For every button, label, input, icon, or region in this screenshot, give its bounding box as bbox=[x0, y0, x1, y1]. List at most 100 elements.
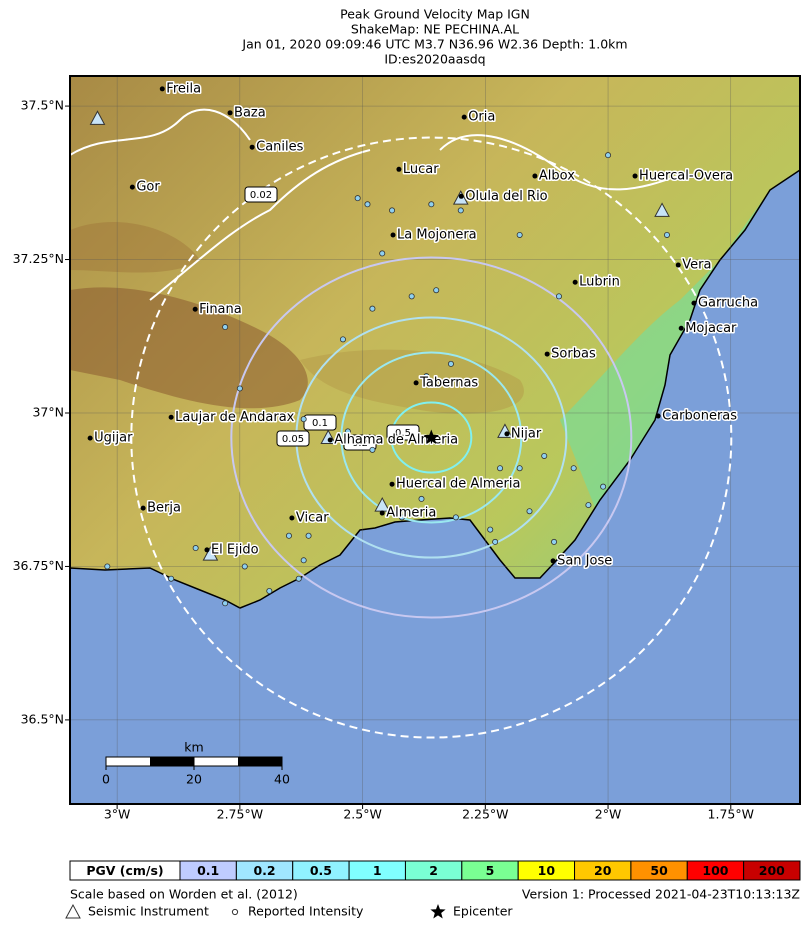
city-label: Almeria bbox=[386, 506, 436, 521]
city-dot bbox=[461, 114, 467, 120]
reported-intensity bbox=[389, 207, 396, 214]
contours: 0.02 0.05 0.1 0.2 0.5 bbox=[130, 136, 733, 739]
scale-tick-label: 20 bbox=[186, 772, 202, 787]
city-dot bbox=[544, 351, 550, 357]
city-dot bbox=[390, 232, 396, 238]
city-dot bbox=[249, 144, 255, 150]
city-dot bbox=[129, 184, 135, 190]
city-label: El Ejido bbox=[211, 542, 259, 557]
city-dot bbox=[379, 510, 385, 516]
city-label: Baza bbox=[234, 105, 266, 120]
city-label: Oria bbox=[468, 110, 495, 125]
city-label: Berja bbox=[147, 501, 181, 516]
reported-intensity bbox=[492, 538, 499, 545]
x-tick-label: 2.25°W bbox=[462, 807, 508, 822]
y-tick-label: 37.5°N bbox=[21, 98, 64, 113]
reported-intensity bbox=[398, 514, 405, 521]
contour-line bbox=[230, 256, 633, 619]
sea bbox=[70, 169, 800, 804]
reported-intensity bbox=[300, 416, 307, 423]
reported-intensity bbox=[408, 293, 415, 300]
legend-item: Reported Intensity bbox=[248, 904, 364, 919]
legend-value: 5 bbox=[486, 863, 495, 878]
legend-swatch bbox=[743, 860, 801, 881]
city-dot bbox=[396, 166, 402, 172]
city-dot bbox=[550, 558, 556, 564]
terrain-ridge bbox=[70, 287, 308, 409]
reported-intensity bbox=[487, 526, 494, 533]
map-frame bbox=[69, 75, 801, 805]
legend-value: 0.5 bbox=[310, 863, 332, 878]
contour-label-box bbox=[244, 186, 278, 203]
reported-intensity bbox=[663, 231, 670, 238]
city-dot bbox=[87, 435, 93, 441]
legend-epicenter-icon bbox=[430, 904, 446, 919]
city-label: Huercal de Almeria bbox=[396, 477, 520, 492]
city-label: Carboneras bbox=[662, 409, 737, 424]
contour-label: 0.1 bbox=[312, 418, 328, 429]
city-dot bbox=[675, 262, 681, 268]
header: Peak Ground Velocity Map IGN ShakeMap: N… bbox=[241, 7, 627, 67]
city-label: Alhama de Almeria bbox=[334, 433, 458, 448]
city-dot bbox=[192, 306, 198, 312]
contour-line bbox=[130, 136, 733, 739]
scale-note: Scale based on Worden et al. (2012) bbox=[70, 887, 298, 902]
legend-value: 10 bbox=[538, 863, 556, 878]
legend-value: 50 bbox=[650, 863, 668, 878]
reported-intensity bbox=[555, 293, 562, 300]
legend-title: PGV (cm/s) bbox=[86, 863, 163, 878]
city-dot bbox=[327, 437, 333, 443]
x-tick-label: 1.75°W bbox=[708, 807, 754, 822]
reported-intensity bbox=[354, 195, 361, 202]
points: Freila Baza Caniles Gor Oria Lucar Albox Huerca… bbox=[87, 80, 760, 607]
contour-label-box bbox=[303, 414, 337, 431]
y-tick-label: 36.75°N bbox=[13, 558, 64, 573]
reported-intensity bbox=[222, 600, 229, 607]
reported-intensity bbox=[570, 465, 577, 472]
city-label: Lucar bbox=[403, 162, 439, 177]
city-dot bbox=[227, 110, 233, 116]
reported-intensity bbox=[168, 575, 175, 582]
city-dot bbox=[204, 547, 210, 553]
scale-tick-label: 40 bbox=[274, 772, 290, 787]
map-area: 0.02 0.05 0.1 0.2 0.5 Freila Baza Caniles Gor Or… bbox=[70, 76, 800, 804]
city-label: Laujar de Andarax bbox=[175, 410, 295, 425]
city-dot bbox=[678, 325, 684, 331]
legend-value: 1 bbox=[373, 863, 382, 878]
city-dot bbox=[159, 86, 165, 92]
contour-label: 0.5 bbox=[395, 428, 411, 439]
reported-intensity bbox=[585, 502, 592, 509]
reported-intensity bbox=[339, 336, 346, 343]
city-dot bbox=[655, 413, 661, 419]
reported-intensity bbox=[457, 207, 464, 214]
city-label: Huercal-Overa bbox=[639, 169, 733, 184]
event-info: Jan 01, 2020 09:09:46 UTC M3.7 N36.96 W2… bbox=[241, 37, 627, 52]
city-dot bbox=[140, 505, 146, 511]
reported-intensity bbox=[418, 495, 425, 502]
y-tick-label: 36.5°N bbox=[21, 711, 64, 726]
city-dot bbox=[632, 173, 638, 179]
reported-intensity bbox=[241, 563, 248, 570]
contour-label: 0.02 bbox=[250, 190, 272, 201]
city-label: Ugijar bbox=[94, 431, 133, 446]
legend-value: 0.2 bbox=[253, 863, 275, 878]
x-tick-label: 3°W bbox=[104, 807, 131, 822]
city-label: Mojacar bbox=[685, 321, 737, 336]
seismic-instrument bbox=[654, 202, 670, 217]
city-label: Vera bbox=[682, 258, 711, 273]
reported-intensity bbox=[551, 538, 558, 545]
scale-bar-title: km bbox=[184, 740, 203, 755]
city-dot bbox=[532, 173, 538, 179]
reported-intensity bbox=[305, 532, 312, 539]
city-label: Caniles bbox=[256, 140, 304, 155]
city-dot bbox=[572, 279, 578, 285]
city-label: Garrucha bbox=[698, 296, 758, 311]
city-label: Tabernas bbox=[419, 375, 478, 390]
legend-value: 20 bbox=[594, 863, 612, 878]
city-label: Gor bbox=[136, 180, 160, 195]
city-dot bbox=[504, 431, 510, 437]
reported-intensity bbox=[452, 514, 459, 521]
graticule bbox=[70, 76, 800, 804]
reported-intensity bbox=[447, 360, 454, 367]
